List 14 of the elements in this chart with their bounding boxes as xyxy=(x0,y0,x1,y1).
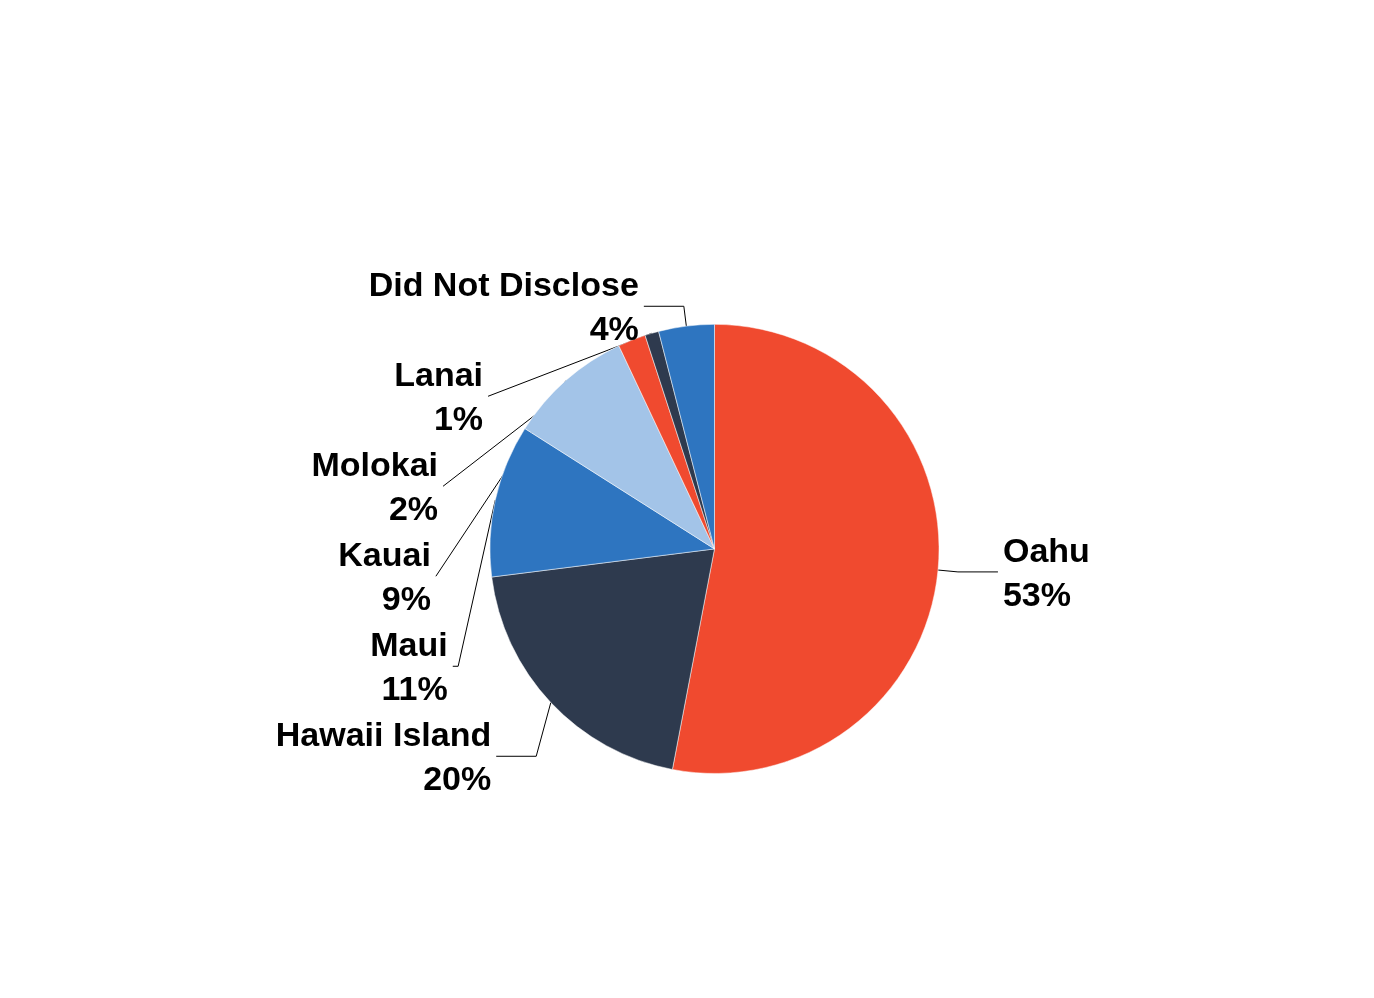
data-label: 1% xyxy=(433,399,484,438)
data-label: 20% xyxy=(423,759,492,798)
slice-label: Did Not Disclose xyxy=(368,265,639,304)
data-label: 53% xyxy=(1002,574,1072,613)
data-label: 2% xyxy=(388,489,439,528)
slice-label: Maui xyxy=(370,625,448,664)
slice-label: Oahu xyxy=(1002,530,1090,569)
slice-label: Molokai xyxy=(311,445,439,484)
data-label: 9% xyxy=(381,579,431,618)
slice-label: Kauai xyxy=(338,535,431,574)
slice-label: Lanai xyxy=(394,355,484,394)
data-label: 11% xyxy=(381,669,448,708)
slice-label: Hawaii Island xyxy=(275,715,492,754)
data-label: 4% xyxy=(589,309,639,348)
